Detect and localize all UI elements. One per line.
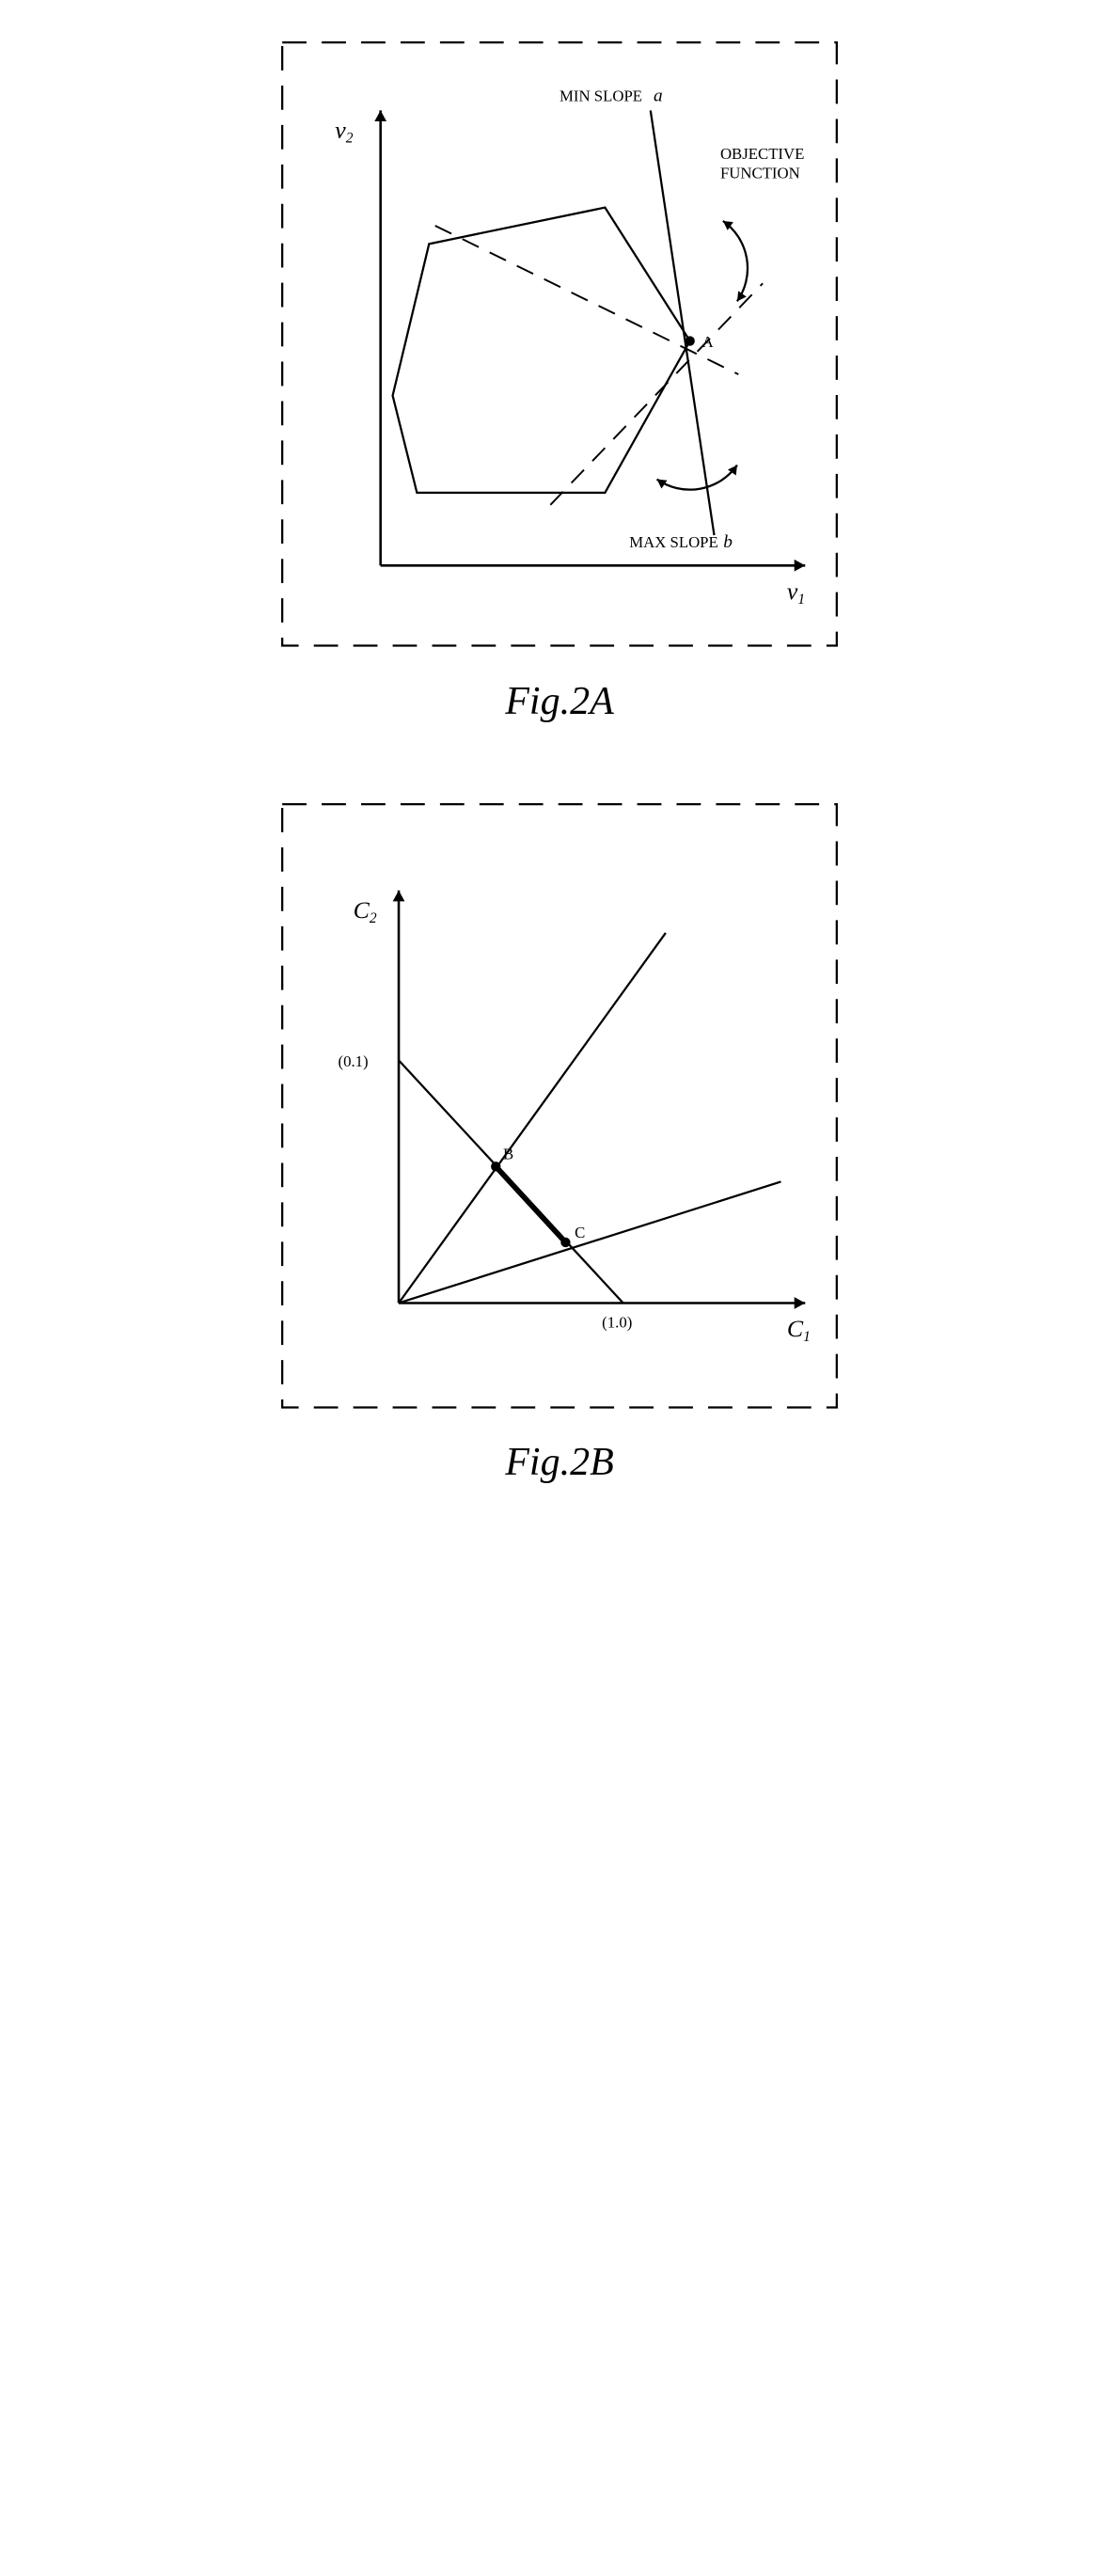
- shallow-line: [399, 1181, 780, 1303]
- figure-2a-block: v1 v2 A MIN SLOPE a OBJECTIVE FUNCTION MA…: [277, 38, 842, 724]
- min-slope-a: a: [654, 87, 663, 106]
- svg-text:C1: C1: [787, 1315, 811, 1345]
- figure-2a-svg: v1 v2 A MIN SLOPE a OBJECTIVE FUNCTION MA…: [277, 38, 842, 651]
- point-c: [560, 1237, 570, 1246]
- arc-bottom: [657, 466, 737, 490]
- svg-text:C2: C2: [354, 895, 377, 925]
- svg-text:v1: v1: [787, 577, 805, 608]
- max-slope-b: b: [723, 532, 733, 552]
- max-slope-label: MAX SLOPE: [629, 533, 718, 551]
- objective-label-1: OBJECTIVE: [720, 145, 804, 163]
- point-c-label: C: [575, 1223, 585, 1241]
- figure-2b-svg: C1 C2 B C (0.1) (1.0): [277, 799, 842, 1413]
- point-a: [686, 336, 695, 345]
- arc-top: [723, 221, 748, 301]
- figure-2b-caption: Fig.2B: [505, 1440, 613, 1485]
- point-b: [491, 1162, 500, 1171]
- min-slope-line: [435, 226, 739, 374]
- min-slope-label: MIN SLOPE: [560, 87, 642, 105]
- point-b-label: B: [503, 1145, 513, 1162]
- y-tick-label: (0.1): [339, 1051, 369, 1069]
- objective-label-2: FUNCTION: [720, 165, 800, 182]
- thick-segment-bc: [496, 1166, 565, 1242]
- objective-line: [651, 110, 715, 535]
- svg-text:v2: v2: [335, 116, 353, 146]
- frame-rect-b: [282, 804, 837, 1407]
- steep-line: [399, 933, 666, 1304]
- axes-group: v1 v2: [335, 110, 805, 608]
- feasible-polygon: [393, 208, 690, 493]
- point-a-label: A: [702, 333, 714, 351]
- axes-group-b: C1 C2: [354, 890, 811, 1344]
- x-tick-label: (1.0): [602, 1313, 632, 1331]
- frame-rect: [282, 42, 837, 645]
- figure-2a-caption: Fig.2A: [505, 679, 613, 724]
- figure-2b-block: C1 C2 B C (0.1) (1.0) Fig.2B: [277, 799, 842, 1486]
